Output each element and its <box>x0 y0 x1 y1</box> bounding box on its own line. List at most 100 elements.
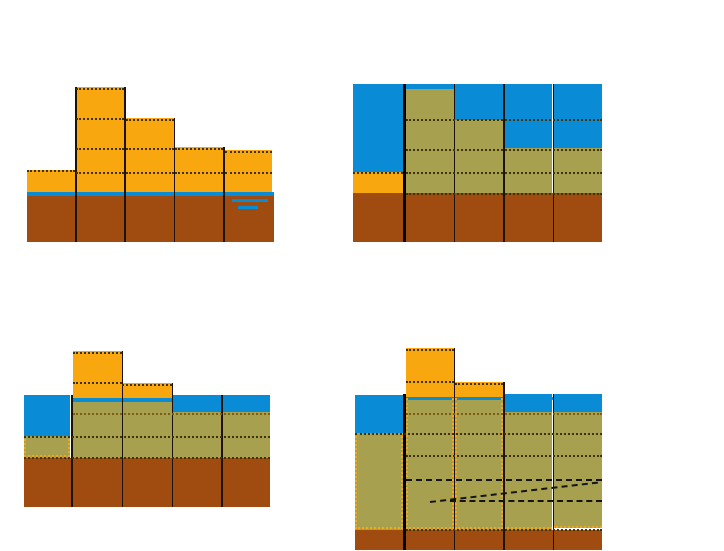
a-bar3-orange <box>125 118 174 192</box>
c-bar1-olive <box>24 436 70 458</box>
d-watertable-dashed-lower <box>450 500 602 502</box>
b-separator-1 <box>453 84 456 242</box>
a-bar2-orange <box>76 87 125 192</box>
b-grid-3 <box>405 172 602 174</box>
a-bar3-grid-2 <box>125 171 174 174</box>
d-bar2-olive <box>406 398 454 530</box>
b-separator-3 <box>552 84 555 242</box>
d-bar2-orange <box>406 348 454 397</box>
d-grid-mixed <box>406 412 602 415</box>
c-bar2-grid-1 <box>73 382 122 384</box>
d-bar3-olive-outline <box>455 398 503 529</box>
d-bar3-top-dots <box>455 382 503 385</box>
a-bar2-grid-3 <box>76 171 125 174</box>
a-bar1-orange <box>27 170 75 192</box>
b-bar2-blue <box>405 84 454 89</box>
b-grid-1 <box>405 118 602 121</box>
b-bar1-blue <box>353 84 403 172</box>
c-grid-2 <box>24 436 270 438</box>
c-gap-divider <box>70 395 73 507</box>
c-bar3-top-dots <box>122 383 172 386</box>
a-bar3-top-dots <box>125 118 174 121</box>
c-bar2-top-dots <box>73 351 122 354</box>
a-bar4-top-dots <box>175 147 224 150</box>
a-bar3-grid-1 <box>125 148 174 150</box>
b-bar3-blue <box>455 84 503 120</box>
c-grid-mixed <box>73 413 270 415</box>
c-bar2-olive <box>73 402 122 458</box>
c-grid-3 <box>24 457 270 459</box>
d-bar1-blue <box>355 394 403 433</box>
a-separator-2 <box>124 87 127 242</box>
d-bar5-olive-outline <box>552 412 602 528</box>
c-separator-1 <box>121 351 124 507</box>
a-bar2-grid-2 <box>76 148 125 150</box>
c-bar1-blue <box>24 395 70 436</box>
a-bar5-top-dots <box>224 150 273 153</box>
a-bar1-top-dots <box>27 170 75 172</box>
b-bar4-olive <box>503 148 552 193</box>
d-separator-1 <box>453 348 456 550</box>
d-separator-2 <box>503 382 505 550</box>
c-bar4-olive <box>171 412 221 458</box>
d-bar1-orange-outline <box>355 433 403 529</box>
c-separator-3 <box>221 395 223 507</box>
c-bar5-olive <box>221 412 270 458</box>
d-ground <box>355 530 602 550</box>
c-bar4-blue <box>171 395 221 412</box>
b-grid-4 <box>405 192 602 195</box>
b-separator-2 <box>503 84 505 242</box>
d-bar4-olive <box>503 412 552 530</box>
c-bar3-orange <box>122 383 172 398</box>
d-bar2-olive-outline <box>406 398 454 529</box>
d-watertable-dashed-upper <box>406 479 602 481</box>
b-divider <box>402 84 406 242</box>
c-bar2-orange <box>73 351 122 398</box>
a-bar5-watertable-dash-2 <box>238 205 258 209</box>
a-bar5-grid-1 <box>224 171 273 174</box>
a-bar4-orange <box>175 147 224 192</box>
d-bar3-olive <box>455 398 503 530</box>
b-ground <box>353 193 602 242</box>
d-bar2-grid-1 <box>406 380 454 383</box>
a-bar2-top-dots <box>76 87 125 90</box>
b-bar1-orange <box>353 172 403 193</box>
d-grid-bottom <box>406 528 602 531</box>
d-bar1-olive <box>355 433 403 530</box>
b-grid-2 <box>405 148 602 151</box>
d-gap-divider <box>402 394 406 550</box>
a-bar4-grid-1 <box>175 171 224 174</box>
c-bar1-orange-outline <box>24 436 70 457</box>
d-thin-water-line <box>355 396 602 400</box>
b-bar1-orange-top-dots <box>353 172 403 174</box>
a-bar5-watertable-dash-1 <box>232 198 268 202</box>
c-bar3-olive <box>122 402 172 458</box>
d-bar2-top-dots <box>406 348 454 351</box>
d-grid-3 <box>406 455 602 457</box>
a-water-level-line <box>27 191 274 196</box>
a-bar2-grid-1 <box>76 117 125 120</box>
c-ground <box>24 457 270 507</box>
b-bar5-olive <box>552 148 602 193</box>
a-separator-1 <box>74 87 77 242</box>
a-ground <box>27 196 274 242</box>
b-bar4-blue <box>503 84 552 148</box>
d-separator-3 <box>552 394 555 550</box>
b-bar3-olive <box>455 120 503 193</box>
b-bar5-blue <box>552 84 602 148</box>
d-bar5-olive <box>552 412 602 528</box>
d-grid-2 <box>355 433 602 435</box>
a-separator-3 <box>173 118 176 242</box>
d-bar4-olive-outline <box>503 412 552 529</box>
b-bar2-olive <box>405 89 454 193</box>
d-bar4-blue <box>503 394 552 412</box>
d-bar3-orange <box>455 382 503 397</box>
c-separator-2 <box>171 383 174 507</box>
d-bar5-blue <box>552 394 602 412</box>
a-separator-4 <box>223 147 225 242</box>
